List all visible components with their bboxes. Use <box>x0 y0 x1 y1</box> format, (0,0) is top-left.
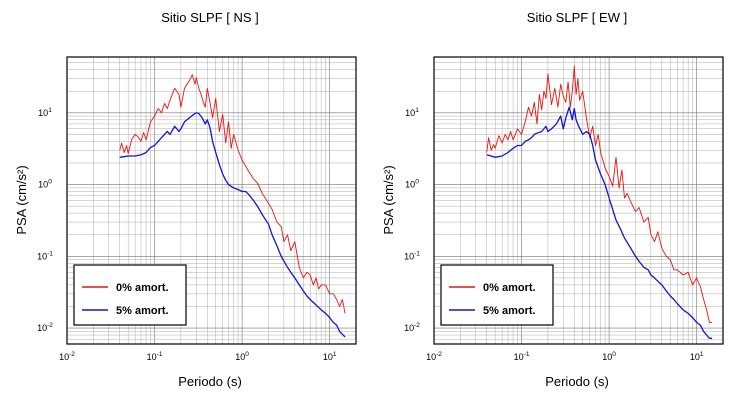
grid <box>66 56 357 345</box>
y-tick-labels: 10-2 10-1 100 101 <box>404 107 420 333</box>
chart-panel-ew: Sitio SLPF [ EW ] 10-2 10-1 100 101 10-210-… <box>381 10 724 389</box>
y-tick-label: 101 <box>38 107 52 118</box>
y-tick-label: 10-2 <box>404 322 420 333</box>
x-tick-label: 10-2 <box>59 351 75 362</box>
series-line-5pct <box>486 106 713 339</box>
legend: 0% amort. 5% amort. <box>73 264 187 326</box>
series-group <box>119 74 346 338</box>
x-tick-label: 100 <box>235 351 249 362</box>
plot-frame <box>66 56 357 345</box>
chart-title: Sitio SLPF [ EW ] <box>527 10 627 25</box>
x-axis-label: Periodo (s) <box>545 374 609 389</box>
legend-box <box>440 264 554 326</box>
legend-label-0: 0% amort. <box>116 282 169 294</box>
x-tick-label: 100 <box>602 351 616 362</box>
series-line-0pct <box>119 74 346 314</box>
legend-label-5: 5% amort. <box>483 305 536 317</box>
y-tick-label: 10-1 <box>404 250 420 261</box>
y-tick-label: 10-1 <box>37 250 53 261</box>
x-tick-labels: 10-2 10-1 100 101 <box>59 351 337 362</box>
y-tick-label: 101 <box>405 107 419 118</box>
x-tick-label: 101 <box>690 351 704 362</box>
x-tick-label: 101 <box>323 351 337 362</box>
y-tick-labels: 10-2 10-1 100 101 <box>37 107 53 333</box>
x-tick-label: 10-1 <box>514 351 530 362</box>
chart-panel-ns: Sitio SLPF [ NS ] 10-2 10-1 100 101 10-210-… <box>14 10 357 389</box>
legend: 0% amort. 5% amort. <box>440 264 554 326</box>
x-axis-label: Periodo (s) <box>178 374 242 389</box>
y-tick-label: 100 <box>38 179 52 190</box>
series-line-0pct <box>486 65 713 323</box>
y-axis-label: PSA (cm/s²) <box>14 165 29 234</box>
series-group <box>486 65 713 339</box>
x-tick-label: 10-1 <box>147 351 163 362</box>
chart-title: Sitio SLPF [ NS ] <box>161 10 259 25</box>
y-tick-label: 10-2 <box>37 322 53 333</box>
legend-label-0: 0% amort. <box>483 282 536 294</box>
x-tick-labels: 10-2 10-1 100 101 <box>426 351 704 362</box>
legend-box <box>73 264 187 326</box>
y-tick-label: 100 <box>405 179 419 190</box>
legend-label-5: 5% amort. <box>116 305 169 317</box>
x-tick-label: 10-2 <box>426 351 442 362</box>
y-axis-label: PSA (cm/s²) <box>381 165 396 234</box>
plot-frame <box>433 56 724 345</box>
series-line-5pct <box>119 112 346 338</box>
